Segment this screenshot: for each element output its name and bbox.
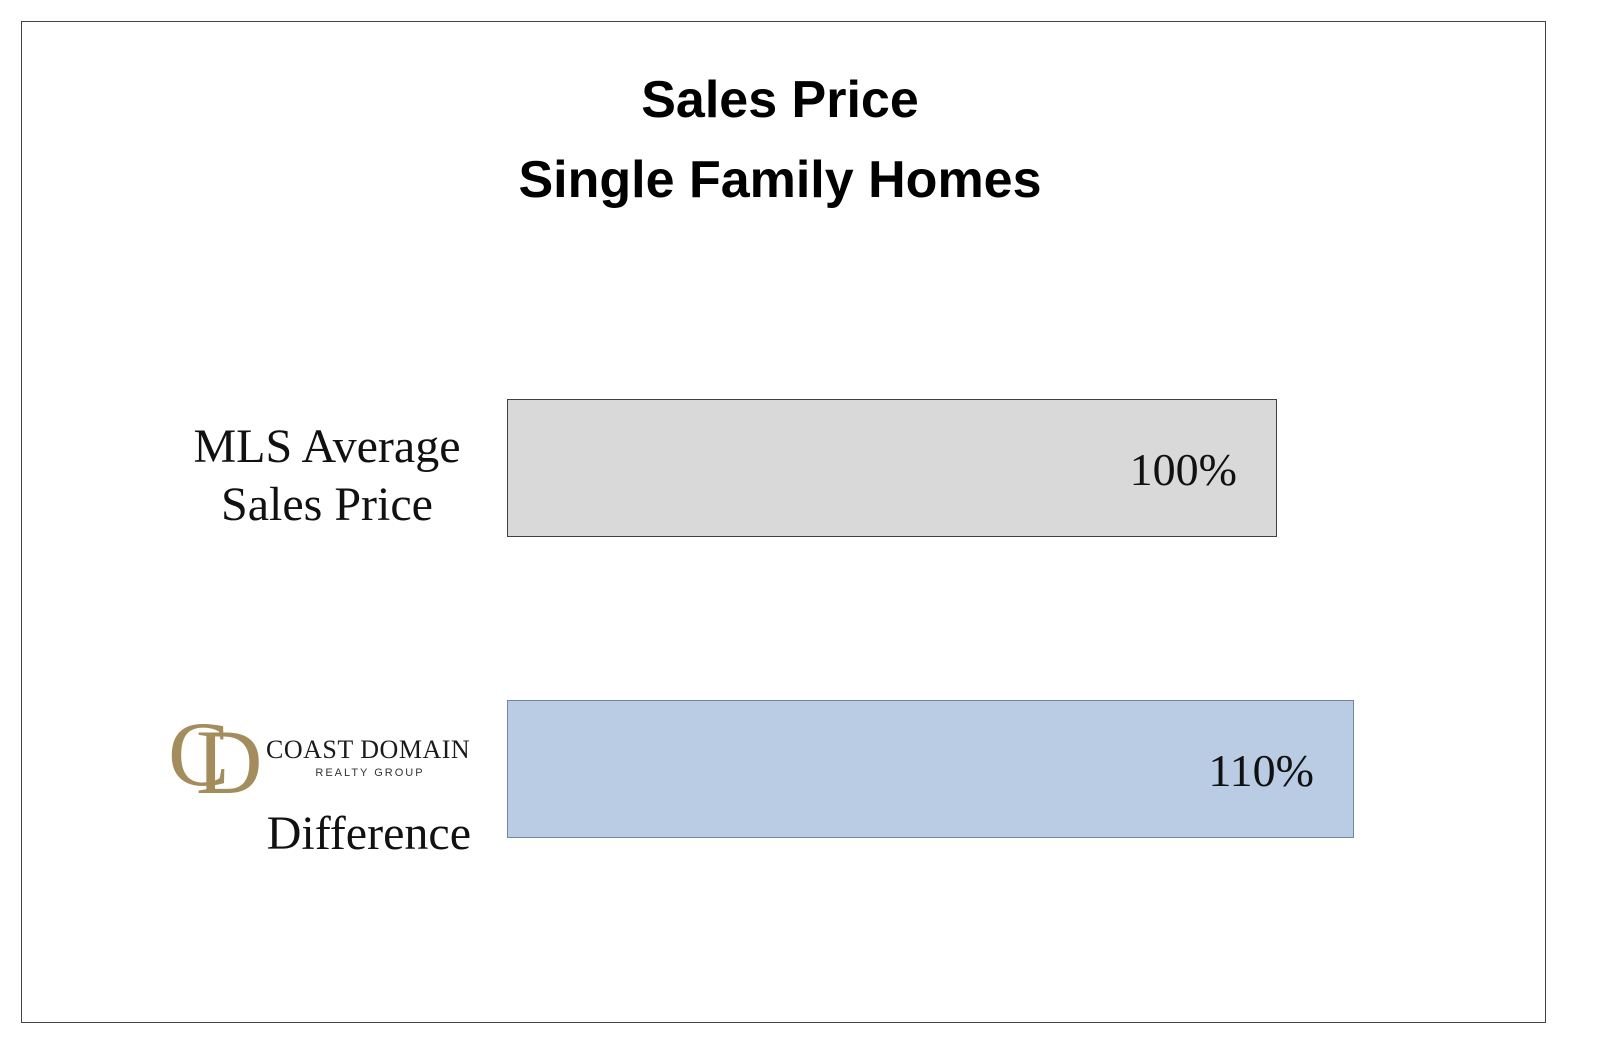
category-label: MLS Average Sales Price — [193, 420, 461, 531]
value-label: 100% — [1129, 444, 1237, 495]
frame — [21, 21, 1546, 1023]
logo-monogram: D — [196, 711, 263, 813]
chart-title: Sales Price — [641, 71, 919, 129]
logo-tagline: REALTY GROUP — [315, 767, 425, 779]
chart-subtitle: Single Family Homes — [518, 151, 1042, 209]
logo-name: COAST DOMAIN — [266, 735, 471, 764]
category-label: Difference — [266, 807, 471, 860]
bar — [507, 700, 1354, 838]
bar — [507, 399, 1277, 537]
value-label: 110% — [1208, 745, 1314, 796]
logo-monogram: C — [168, 703, 230, 805]
